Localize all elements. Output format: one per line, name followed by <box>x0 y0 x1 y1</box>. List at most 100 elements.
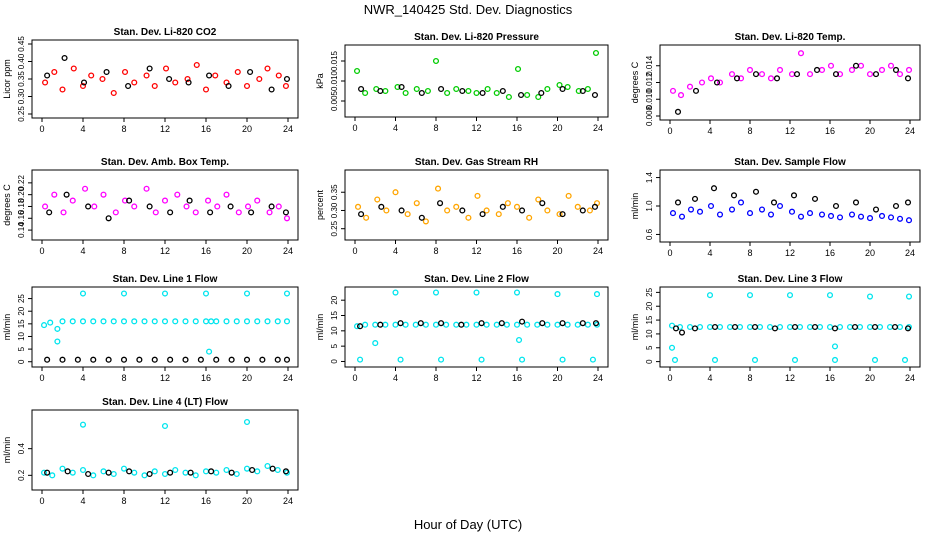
panel-6: Stan. Dev. Sample Flow ml/min 0 4 8 12 16 20 24 0… <box>630 157 921 258</box>
data-point <box>866 293 874 300</box>
data-point <box>357 323 364 330</box>
data-point <box>564 321 571 328</box>
y-tick-label: 0.2 <box>17 469 26 481</box>
series-1 <box>353 49 600 101</box>
data-point <box>826 323 834 331</box>
data-point <box>44 356 51 363</box>
data-point <box>60 209 67 216</box>
data-point <box>458 321 465 328</box>
data-point <box>579 87 586 95</box>
data-point <box>208 318 215 325</box>
data-point <box>225 82 232 90</box>
data-point <box>398 83 405 91</box>
data-point <box>120 465 128 472</box>
x-tick-label: 16 <box>825 248 835 258</box>
data-point <box>728 206 736 213</box>
data-point <box>243 290 251 297</box>
data-point <box>696 323 704 331</box>
data-point <box>404 211 411 218</box>
data-point <box>671 356 679 364</box>
data-point <box>372 340 379 347</box>
data-point <box>120 290 128 297</box>
data-point <box>887 62 895 69</box>
series-1 <box>668 292 913 364</box>
data-point <box>674 108 682 115</box>
data-point <box>677 92 685 99</box>
data-point <box>110 89 117 97</box>
data-point <box>167 356 174 363</box>
data-point <box>402 89 409 97</box>
data-point <box>79 318 87 325</box>
data-point <box>233 318 240 325</box>
x-tick-label: 24 <box>593 373 603 383</box>
data-point <box>283 290 291 297</box>
x-tick-label: 4 <box>80 124 85 134</box>
data-point <box>247 68 254 76</box>
data-point <box>374 196 381 203</box>
figure-xlabel: Hour of Day (UTC) <box>413 517 523 532</box>
data-point <box>212 72 219 79</box>
data-point <box>737 75 745 82</box>
data-point <box>886 323 894 331</box>
data-point <box>752 188 760 195</box>
y-axis-label: percent <box>315 189 325 220</box>
data-point <box>120 318 128 325</box>
y-axis-label: ml/min <box>2 314 12 341</box>
x-tick-label: 0 <box>352 373 357 383</box>
data-point <box>88 72 95 79</box>
x-tick-label: 20 <box>242 124 252 134</box>
y-tick-label: 0.35 <box>330 184 339 200</box>
data-point <box>791 323 799 331</box>
panel-title: Stan. Dev. Line 3 Flow <box>738 274 843 285</box>
data-point <box>474 192 481 199</box>
data-point <box>99 75 106 83</box>
data-point <box>438 356 445 363</box>
data-point <box>146 203 153 210</box>
data-point <box>208 468 215 475</box>
data-point <box>398 207 405 214</box>
data-point <box>796 323 804 331</box>
data-point <box>362 321 369 328</box>
data-point <box>827 212 835 220</box>
data-point <box>736 323 744 331</box>
y-axis-label: degrees C <box>630 61 640 103</box>
data-point <box>806 323 814 331</box>
data-point <box>776 66 784 73</box>
data-point <box>459 207 466 214</box>
y-tick-label: 0.012 <box>645 72 654 93</box>
panel-7: Stan. Dev. Line 1 Flow ml/min 0 4 8 12 16 20 24 0… <box>2 274 299 383</box>
series-1 <box>42 185 291 222</box>
data-point <box>793 71 801 78</box>
panel-2: Stan. Dev. Li-820 Pressure kPa 0 4 8 12 16 20 24… <box>315 32 609 133</box>
y-tick-label: 5 <box>17 346 26 351</box>
x-tick-label: 12 <box>471 123 481 133</box>
data-point <box>121 68 129 76</box>
y-tick-label: 25 <box>17 294 26 303</box>
x-tick-label: 12 <box>160 496 170 506</box>
data-point <box>788 208 796 215</box>
data-point <box>354 203 362 210</box>
data-point <box>878 66 886 73</box>
x-tick-label: 0 <box>667 126 672 136</box>
data-point <box>751 356 759 364</box>
data-point <box>223 191 230 198</box>
y-axis-label: kPa <box>315 73 325 89</box>
x-tick-label: 12 <box>160 246 170 256</box>
panel-5: Stan. Dev. Gas Stream RH percent 0 4 8 12 16 20… <box>315 157 609 256</box>
data-point <box>806 71 814 78</box>
data-point <box>59 86 66 93</box>
data-point <box>592 49 600 57</box>
data-point <box>79 421 87 428</box>
data-point <box>254 318 261 325</box>
x-tick-label: 0 <box>39 246 44 256</box>
data-point <box>788 71 796 78</box>
x-tick-label: 4 <box>393 246 398 256</box>
data-point <box>44 72 51 79</box>
x-tick-label: 24 <box>283 246 293 256</box>
data-point <box>51 191 58 198</box>
data-point <box>69 197 76 204</box>
data-point <box>678 329 686 336</box>
data-point <box>668 344 676 351</box>
x-tick-label: 0 <box>352 246 357 256</box>
data-point <box>579 207 586 214</box>
